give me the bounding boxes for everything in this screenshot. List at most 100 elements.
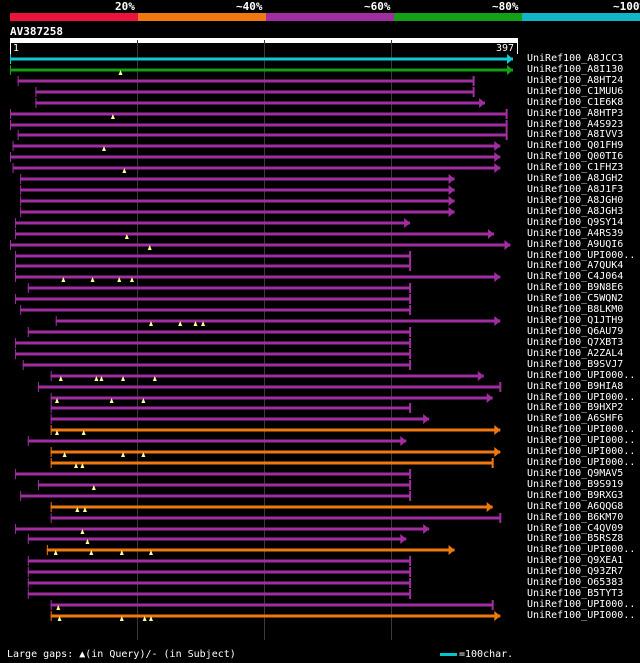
hit-label[interactable]: UniRef100_A8JGH3 bbox=[527, 206, 624, 217]
alignment-hit[interactable] bbox=[0, 566, 524, 578]
alignment-hit[interactable] bbox=[0, 195, 524, 207]
hit-label[interactable]: UniRef100_UPI000.. bbox=[527, 250, 636, 261]
alignment-hit[interactable] bbox=[0, 239, 524, 251]
alignment-hit[interactable] bbox=[0, 381, 524, 393]
alignment-hit[interactable] bbox=[0, 402, 524, 414]
hit-label[interactable]: UniRef100_B8LKM0 bbox=[527, 304, 624, 315]
alignment-hit[interactable] bbox=[0, 315, 524, 327]
alignment-hit[interactable] bbox=[0, 97, 524, 109]
hit-label[interactable]: UniRef100_A8IVV3 bbox=[527, 129, 624, 140]
alignment-hit[interactable] bbox=[0, 293, 524, 305]
alignment-hit[interactable] bbox=[0, 359, 524, 371]
hit-label[interactable]: UniRef100_A9UQI6 bbox=[527, 239, 624, 250]
alignment-hit[interactable] bbox=[0, 326, 524, 338]
hit-label[interactable]: UniRef100_UPI000.. bbox=[527, 370, 636, 381]
hit-label[interactable]: UniRef100_Q93ZR7 bbox=[527, 566, 624, 577]
hit-label[interactable]: UniRef100_C4QV09 bbox=[527, 523, 624, 534]
alignment-hit[interactable] bbox=[0, 173, 524, 185]
hit-label[interactable]: UniRef100_UPI000.. bbox=[527, 392, 636, 403]
hit-label[interactable]: UniRef100_A8HTP3 bbox=[527, 108, 624, 119]
alignment-hit[interactable] bbox=[0, 108, 524, 120]
hit-label[interactable]: UniRef100_UPI000.. bbox=[527, 599, 636, 610]
hit-label[interactable]: UniRef100_UPI000.. bbox=[527, 435, 636, 446]
hit-label[interactable]: UniRef100_O65383 bbox=[527, 577, 624, 588]
alignment-hit[interactable] bbox=[0, 282, 524, 294]
hit-label[interactable]: UniRef100_Q1JTH9 bbox=[527, 315, 624, 326]
alignment-hit[interactable] bbox=[0, 260, 524, 272]
alignment-hit[interactable] bbox=[0, 304, 524, 316]
alignment-hit[interactable] bbox=[0, 392, 524, 404]
hit-label[interactable]: UniRef100_Q9XEA1 bbox=[527, 555, 624, 566]
hit-label[interactable]: UniRef100_B9SVJ7 bbox=[527, 359, 624, 370]
alignment-hit[interactable] bbox=[0, 119, 524, 131]
alignment-hit[interactable] bbox=[0, 140, 524, 152]
alignment-hit[interactable] bbox=[0, 271, 524, 283]
alignment-hit[interactable] bbox=[0, 555, 524, 567]
hit-label[interactable]: UniRef100_C5WQN2 bbox=[527, 293, 624, 304]
alignment-hit[interactable] bbox=[0, 523, 524, 535]
hit-label[interactable]: UniRef100_A8HT24 bbox=[527, 75, 624, 86]
hit-label[interactable]: UniRef100_B9HIA8 bbox=[527, 381, 624, 392]
hit-label[interactable]: UniRef100_B9HXP2 bbox=[527, 402, 624, 413]
alignment-hit[interactable] bbox=[0, 228, 524, 240]
alignment-hit[interactable] bbox=[0, 370, 524, 382]
hit-label[interactable]: UniRef100_B5RSZ8 bbox=[527, 533, 624, 544]
hit-label[interactable]: UniRef100_A8JCC3 bbox=[527, 53, 624, 64]
hit-label[interactable]: UniRef100_B9RXG3 bbox=[527, 490, 624, 501]
alignment-hit[interactable] bbox=[0, 446, 524, 458]
hit-label[interactable]: UniRef100_C1FHZ3 bbox=[527, 162, 624, 173]
hit-label[interactable]: UniRef100_Q9MAV5 bbox=[527, 468, 624, 479]
alignment-hit[interactable] bbox=[0, 533, 524, 545]
hit-label[interactable]: UniRef100_A6QQG8 bbox=[527, 501, 624, 512]
alignment-hit[interactable] bbox=[0, 337, 524, 349]
hit-label[interactable]: UniRef100_B5TYT3 bbox=[527, 588, 624, 599]
hit-label[interactable]: UniRef100_C1E6K8 bbox=[527, 97, 624, 108]
alignment-hit[interactable] bbox=[0, 588, 524, 600]
hit-label[interactable]: UniRef100_Q00TI6 bbox=[527, 151, 624, 162]
hit-label[interactable]: UniRef100_A8I130 bbox=[527, 64, 624, 75]
hit-label[interactable]: UniRef100_Q6AU79 bbox=[527, 326, 624, 337]
alignment-hit[interactable] bbox=[0, 424, 524, 436]
alignment-hit[interactable] bbox=[0, 250, 524, 262]
hit-label[interactable]: UniRef100_Q7XBT3 bbox=[527, 337, 624, 348]
alignment-hit[interactable] bbox=[0, 53, 524, 65]
hit-label[interactable]: UniRef100_A8J1F3 bbox=[527, 184, 624, 195]
hit-label[interactable]: UniRef100_UPI000.. bbox=[527, 610, 636, 621]
hit-label[interactable]: UniRef100_Q9SY14 bbox=[527, 217, 624, 228]
hit-label[interactable]: UniRef100_B6KM70 bbox=[527, 512, 624, 523]
alignment-hit[interactable] bbox=[0, 577, 524, 589]
hit-label[interactable]: UniRef100_UPI000.. bbox=[527, 446, 636, 457]
hit-label[interactable]: UniRef100_B9N8E6 bbox=[527, 282, 624, 293]
alignment-hit[interactable] bbox=[0, 457, 524, 469]
hit-label[interactable]: UniRef100_Q01FH9 bbox=[527, 140, 624, 151]
hit-label[interactable]: UniRef100_A4RS39 bbox=[527, 228, 624, 239]
alignment-hit[interactable] bbox=[0, 162, 524, 174]
hit-label[interactable]: UniRef100_UPI000.. bbox=[527, 424, 636, 435]
hit-label[interactable]: UniRef100_A4S923 bbox=[527, 119, 624, 130]
hit-label[interactable]: UniRef100_A8JGH2 bbox=[527, 173, 624, 184]
hit-label[interactable]: UniRef100_UPI000.. bbox=[527, 457, 636, 468]
alignment-hit[interactable] bbox=[0, 501, 524, 513]
alignment-hit[interactable] bbox=[0, 151, 524, 163]
hit-label[interactable]: UniRef100_A6SHF6 bbox=[527, 413, 624, 424]
alignment-hit[interactable] bbox=[0, 413, 524, 425]
alignment-hit[interactable] bbox=[0, 217, 524, 229]
alignment-hit[interactable] bbox=[0, 479, 524, 491]
alignment-hit[interactable] bbox=[0, 544, 524, 556]
alignment-hit[interactable] bbox=[0, 348, 524, 360]
hit-label[interactable]: UniRef100_A2ZAL4 bbox=[527, 348, 624, 359]
alignment-hit[interactable] bbox=[0, 206, 524, 218]
hit-label[interactable]: UniRef100_UPI000.. bbox=[527, 544, 636, 555]
alignment-hit[interactable] bbox=[0, 599, 524, 611]
alignment-hit[interactable] bbox=[0, 75, 524, 87]
hit-label[interactable]: UniRef100_A7QUK4 bbox=[527, 260, 624, 271]
alignment-hit[interactable] bbox=[0, 468, 524, 480]
alignment-hit[interactable] bbox=[0, 435, 524, 447]
alignment-hit[interactable] bbox=[0, 129, 524, 141]
alignment-hit[interactable] bbox=[0, 86, 524, 98]
alignment-hit[interactable] bbox=[0, 64, 524, 76]
alignment-hit[interactable] bbox=[0, 184, 524, 196]
hit-label[interactable]: UniRef100_A8JGH0 bbox=[527, 195, 624, 206]
alignment-hit[interactable] bbox=[0, 512, 524, 524]
alignment-hit[interactable] bbox=[0, 490, 524, 502]
